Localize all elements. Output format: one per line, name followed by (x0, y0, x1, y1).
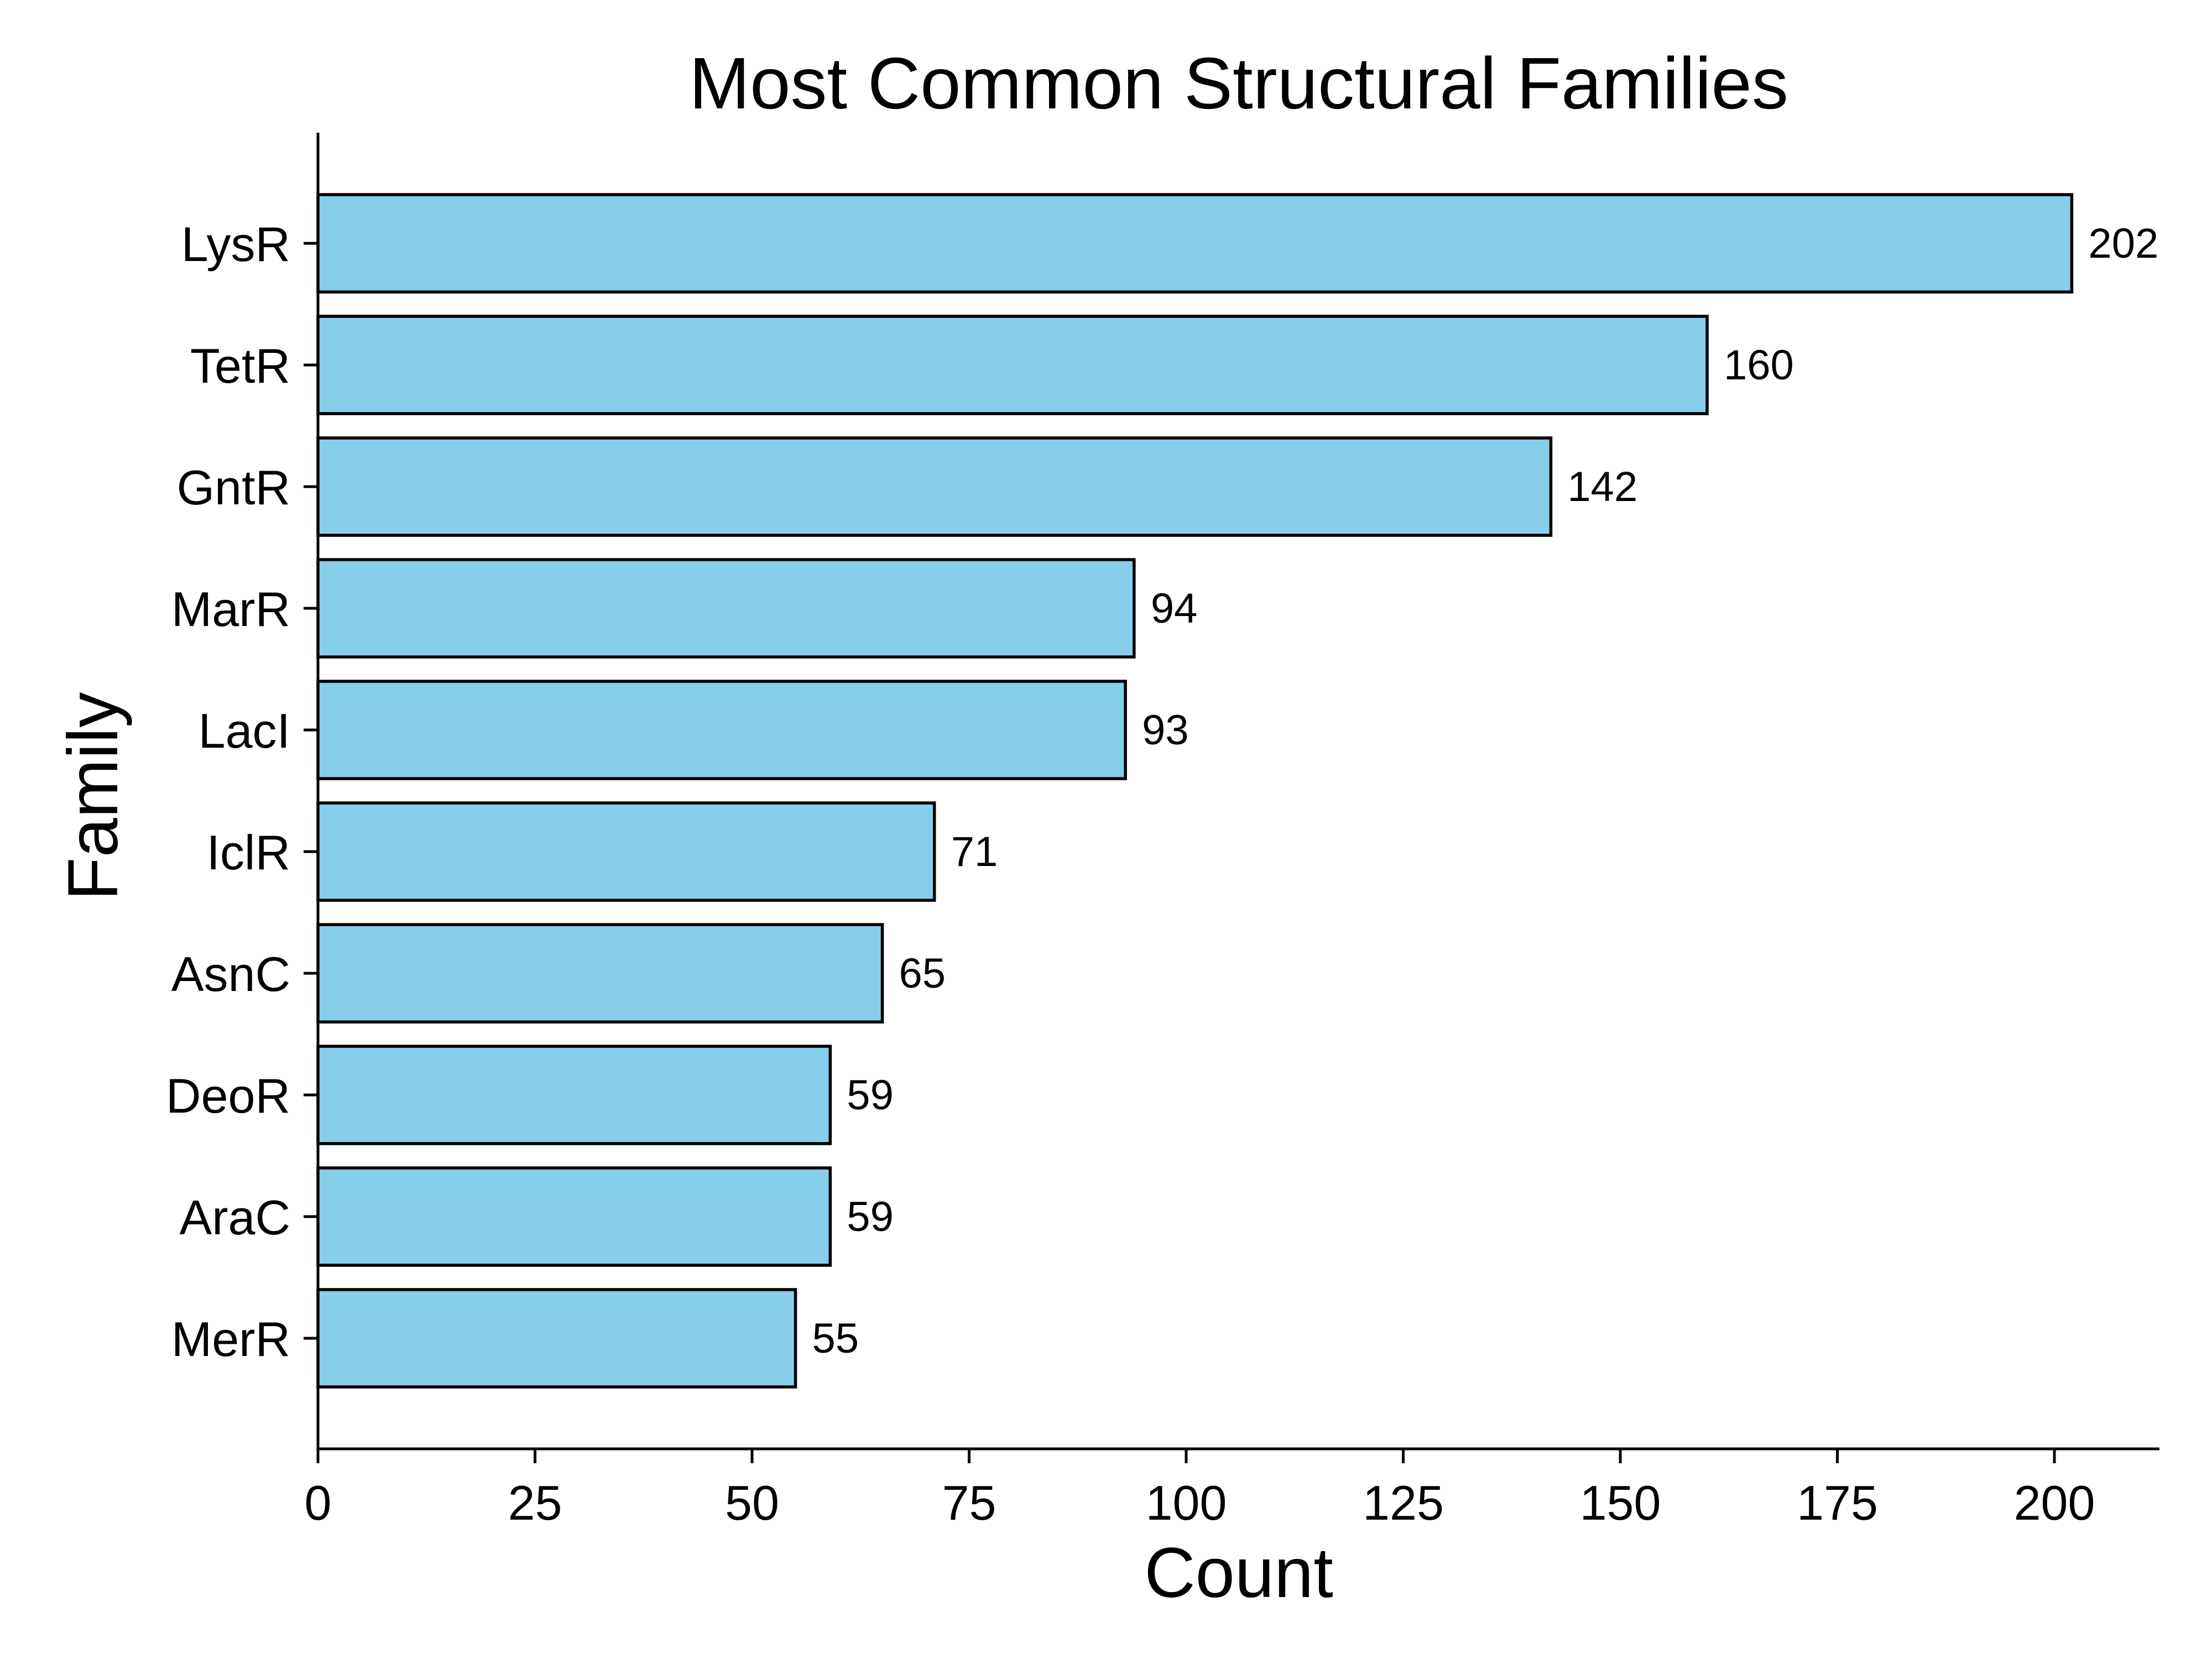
y-tick-label-merr: MerR (171, 1312, 290, 1366)
data-label-merr: 55 (812, 1315, 859, 1362)
y-tick-label-asnc: AsnC (171, 947, 290, 1001)
data-label-lysr: 202 (2088, 220, 2158, 267)
y-tick-label-lysr: LysR (181, 217, 290, 272)
x-tick-label-0: 0 (305, 1475, 332, 1530)
x-tick-label-125: 125 (1363, 1475, 1444, 1530)
y-tick-label-arac: AraC (180, 1190, 291, 1245)
bar-laci (316, 680, 1127, 780)
x-tick-label-75: 75 (942, 1475, 997, 1530)
bar-marr (316, 558, 1136, 659)
data-label-tetr: 160 (1724, 342, 1794, 389)
y-tick-label-tetr: TetR (190, 338, 290, 393)
y-tick-label-deor: DeoR (166, 1068, 290, 1123)
axes-layer (316, 133, 2159, 1451)
data-label-asnc: 65 (899, 950, 946, 997)
y-tick-label-laci: LacI (199, 703, 290, 758)
x-tick-label-200: 200 (2014, 1475, 2095, 1530)
chart-title: Most Common Structural Families (689, 43, 1788, 124)
y-tick-label-gntr: GntR (177, 460, 290, 515)
data-label-gntr: 142 (1567, 463, 1637, 510)
data-label-deor: 59 (847, 1072, 894, 1119)
y-axis-label: Family (54, 692, 133, 901)
y-ticks: LysR TetR GntR MarR LacI IclR AsnC DeoR AraC MerR (166, 217, 318, 1366)
bar-asnc (316, 923, 884, 1024)
bar-iclr (316, 801, 936, 902)
x-tick-label-150: 150 (1580, 1475, 1661, 1530)
bar-gntr (316, 436, 1553, 537)
x-tick-label-50: 50 (725, 1475, 779, 1530)
data-label-marr: 94 (1151, 585, 1198, 632)
x-ticks: 0 25 50 75 100 125 150 175 200 (305, 1449, 2095, 1530)
bars-layer: 202 160 142 94 93 71 65 59 59 55 (316, 193, 2158, 1389)
x-tick-label-175: 175 (1797, 1475, 1878, 1530)
data-label-arac: 59 (847, 1193, 894, 1240)
y-tick-label-marr: MarR (171, 582, 290, 637)
y-tick-label-iclr: IclR (206, 825, 290, 880)
x-tick-label-25: 25 (508, 1475, 562, 1530)
x-tick-label-100: 100 (1146, 1475, 1227, 1530)
bar-arac (316, 1166, 832, 1267)
bar-deor (316, 1045, 832, 1145)
bar-tetr (316, 315, 1709, 415)
data-label-iclr: 71 (951, 828, 998, 875)
data-label-laci: 93 (1142, 707, 1189, 754)
x-axis-label: Count (1144, 1533, 1333, 1613)
bar-merr (316, 1288, 797, 1389)
bar-lysr (316, 193, 2074, 294)
